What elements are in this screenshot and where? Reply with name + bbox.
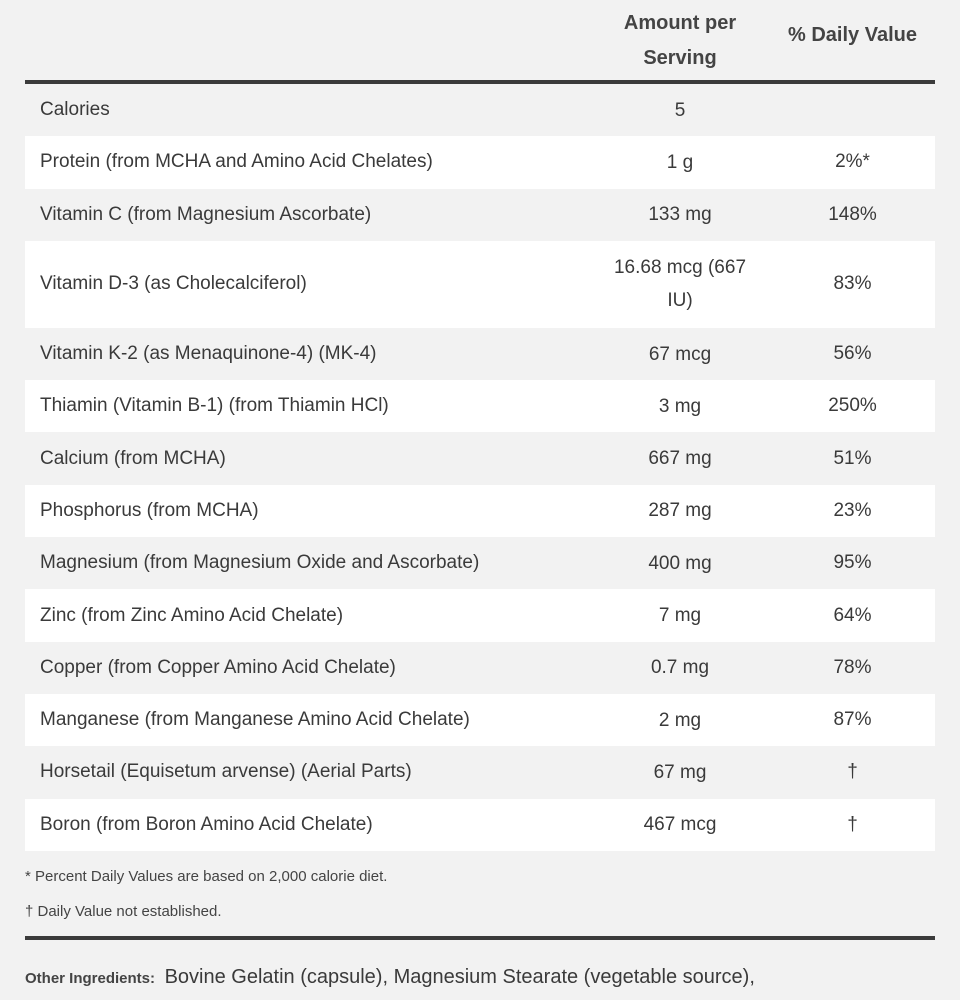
- nutrient-name: Vitamin D-3 (as Cholecalciferol): [40, 273, 307, 295]
- nutrient-daily-value: 51%: [833, 447, 872, 469]
- table-row: Vitamin K-2 (as Menaquinone-4) (MK-4) 67…: [25, 327, 935, 381]
- nutrient-name: Boron (from Boron Amino Acid Chelate): [40, 813, 373, 835]
- nutrient-name: Horsetail (Equisetum arvense) (Aerial Pa…: [40, 761, 412, 783]
- nutrient-daily-value: 23%: [833, 499, 872, 521]
- nutrient-amount: 1 g: [666, 151, 694, 173]
- table-row: Calcium (from MCHA) 667 mg 51%: [25, 432, 935, 485]
- nutrient-daily-value: 95%: [833, 552, 872, 574]
- nutrient-daily-value: 87%: [833, 709, 872, 731]
- table-row: Thiamin (Vitamin B-1) (from Thiamin HCl)…: [25, 380, 935, 433]
- nutrient-amount: 667 mg: [648, 448, 712, 470]
- nutrient-name: Thiamin (Vitamin B-1) (from Thiamin HCl): [40, 395, 389, 417]
- other-ingredients-text: Bovine Gelatin (capsule), Magnesium Stea…: [164, 965, 755, 988]
- table-row: Manganese (from Manganese Amino Acid Che…: [25, 693, 935, 747]
- nutrient-name: Zinc (from Zinc Amino Acid Chelate): [40, 604, 344, 626]
- table-row: Calories 5: [25, 84, 935, 137]
- nutrient-name: Copper (from Copper Amino Acid Chelate): [40, 656, 396, 678]
- nutrient-daily-value: [770, 84, 935, 136]
- table-row: Horsetail (Equisetum arvense) (Aerial Pa…: [25, 746, 935, 799]
- table-row: Copper (from Copper Amino Acid Chelate) …: [25, 641, 935, 694]
- nutrient-name: Manganese (from Manganese Amino Acid Che…: [40, 709, 470, 731]
- table-row: Protein (from MCHA and Amino Acid Chelat…: [25, 136, 935, 189]
- nutrient-name: Phosphorus (from MCHA): [40, 499, 259, 521]
- table-row: Zinc (from Zinc Amino Acid Chelate) 7 mg…: [25, 589, 935, 642]
- percent-daily-value-note: * Percent Daily Values are based on 2,00…: [25, 867, 388, 885]
- nutrient-amount: 133 mg: [648, 204, 712, 226]
- table-row: Boron (from Boron Amino Acid Chelate) 46…: [25, 798, 935, 851]
- nutrient-name: Vitamin K-2 (as Menaquinone-4) (MK-4): [40, 343, 377, 365]
- other-ingredients-label: Other Ingredients:: [25, 969, 156, 987]
- table-row: Magnesium (from Magnesium Oxide and Asco…: [25, 537, 935, 590]
- table-row: Vitamin D-3 (as Cholecalciferol) 16.68 m…: [25, 240, 935, 328]
- amount-header-line1: Amount per: [623, 12, 737, 34]
- nutrient-daily-value: 148%: [828, 203, 877, 225]
- nutrient-amount: 3 mg: [658, 395, 702, 417]
- nutrient-name: Calories: [40, 99, 110, 121]
- nutrient-amount: 2 mg: [658, 709, 702, 731]
- nutrient-name: Vitamin C (from Magnesium Ascorbate): [40, 203, 372, 225]
- footnotes: * Percent Daily Values are based on 2,00…: [25, 859, 935, 929]
- daily-value-not-established-note: † Daily Value not established.: [25, 902, 222, 920]
- table-row: Vitamin C (from Magnesium Ascorbate) 133…: [25, 188, 935, 241]
- nutrient-daily-value: †: [847, 761, 858, 783]
- nutrient-amount: 400 mg: [648, 552, 712, 574]
- amount-header-line2: Serving: [643, 47, 717, 69]
- nutrient-daily-value: 83%: [833, 273, 872, 295]
- table-row: Phosphorus (from MCHA) 287 mg 23%: [25, 484, 935, 538]
- nutrient-daily-value: 56%: [833, 343, 872, 365]
- nutrient-amount: 287 mg: [648, 500, 712, 522]
- nutrient-daily-value: †: [847, 813, 858, 835]
- nutrient-daily-value: 250%: [828, 395, 877, 417]
- nutrient-amount: 467 mcg: [643, 814, 717, 836]
- nutrient-amount: 0.7 mg: [650, 657, 710, 679]
- nutrient-daily-value: 64%: [833, 604, 872, 626]
- nutrient-daily-value: 78%: [833, 656, 872, 678]
- nutrient-name: Protein (from MCHA and Amino Acid Chelat…: [40, 151, 433, 173]
- nutrient-table: Calories 5 Protein (from MCHA and Amino …: [25, 84, 935, 851]
- section-divider: [25, 935, 935, 940]
- nutrient-amount: 67 mcg: [648, 343, 712, 365]
- nutrient-name: Calcium (from MCHA): [40, 447, 226, 469]
- nutrient-daily-value: 2%*: [835, 151, 870, 173]
- nutrient-amount: 16.68 mcg (667 IU): [590, 241, 770, 328]
- nutrient-amount: 67 mg: [653, 761, 707, 783]
- table-header: Amount per Serving % Daily Value: [25, 0, 935, 84]
- supplement-facts-panel: Amount per Serving % Daily Value Calorie…: [25, 0, 935, 989]
- amount-per-serving-header: Amount per Serving: [590, 6, 770, 76]
- nutrient-amount-line1: 16.68 mcg (667: [613, 257, 747, 279]
- nutrient-amount: 7 mg: [658, 605, 702, 627]
- daily-value-header: % Daily Value: [788, 24, 917, 46]
- nutrient-name: Magnesium (from Magnesium Oxide and Asco…: [40, 552, 480, 574]
- nutrient-amount-line2: IU): [667, 290, 693, 312]
- other-ingredients: Other Ingredients: Bovine Gelatin (capsu…: [25, 966, 935, 989]
- nutrient-amount: 5: [674, 99, 686, 121]
